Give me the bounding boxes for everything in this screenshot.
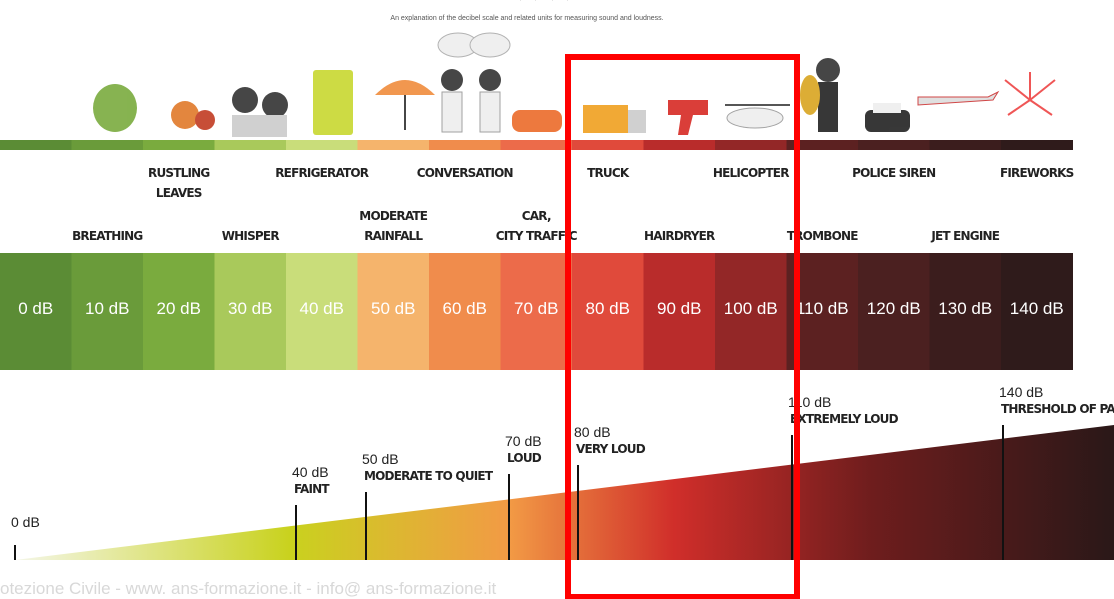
level-label: 0 dB xyxy=(18,299,53,318)
level-label: 70 dB xyxy=(514,299,558,318)
level-label: 130 dB xyxy=(938,299,992,318)
source-label: JET ENGINE xyxy=(930,229,999,243)
level-label: 100 dB xyxy=(724,299,778,318)
threshold-name: VERY LOUD xyxy=(576,442,646,456)
strip-segment xyxy=(501,140,573,150)
level-label: 20 dB xyxy=(157,299,201,318)
threshold-level: 40 dB xyxy=(292,464,329,480)
source-label: RUSTLING xyxy=(148,166,209,180)
infographic: An explanation of the decibel scale and … xyxy=(0,0,1114,599)
strip-segment xyxy=(0,140,72,150)
level-label: 60 dB xyxy=(443,299,487,318)
strip-segment xyxy=(644,140,716,150)
footer: otezione Civile - www. ans-formazione.it… xyxy=(0,579,497,598)
threshold-level: 140 dB xyxy=(999,384,1043,400)
threshold-name: THRESHOLD OF PAIN xyxy=(1001,402,1114,416)
source-label: RAINFALL xyxy=(364,229,423,243)
threshold-level: 0 dB xyxy=(11,514,40,530)
strip-segment xyxy=(930,140,1002,150)
threshold-level: 80 dB xyxy=(574,424,611,440)
strip-segment xyxy=(1001,140,1073,150)
strip-segment xyxy=(358,140,430,150)
source-label: POLICE SIREN xyxy=(852,166,935,180)
source-label: TRUCK xyxy=(587,166,630,180)
threshold-level: 50 dB xyxy=(362,451,399,467)
strip-segment xyxy=(572,140,644,150)
loudness-wedge xyxy=(15,425,1114,560)
strip-segment xyxy=(72,140,144,150)
level-label: 110 dB xyxy=(796,299,849,318)
source-label: FIREWORKS xyxy=(1000,166,1074,180)
strip-segment xyxy=(429,140,501,150)
strip-segment xyxy=(143,140,215,150)
source-label: WHISPER xyxy=(222,229,280,243)
strip-segment xyxy=(286,140,358,150)
source-label: LEAVES xyxy=(156,186,202,200)
strip-segment xyxy=(858,140,930,150)
source-label: BREATHING xyxy=(72,229,142,243)
level-label: 120 dB xyxy=(867,299,921,318)
level-label: 30 dB xyxy=(228,299,272,318)
level-label: 80 dB xyxy=(586,299,630,318)
source-label: REFRIGERATOR xyxy=(275,166,369,180)
threshold-name: LOUD xyxy=(507,451,542,465)
source-label: HAIRDRYER xyxy=(644,229,715,243)
level-label: 50 dB xyxy=(371,299,415,318)
source-label: CAR, xyxy=(522,209,551,223)
threshold-name: MODERATE TO QUIET xyxy=(364,469,494,483)
source-label: HELICOPTER xyxy=(713,166,789,180)
level-label: 140 dB xyxy=(1010,299,1064,318)
strip-segment xyxy=(215,140,287,150)
subtitle: An explanation of the decibel scale and … xyxy=(390,15,663,22)
level-label: 90 dB xyxy=(657,299,701,318)
threshold-name: FAINT xyxy=(294,482,330,496)
level-label: 10 dB xyxy=(85,299,129,318)
level-band: 0 dB 10 dB 20 dB 30 dB 40 dB 50 dB 60 dB 70 dB 8… xyxy=(0,253,1073,370)
threshold-name: EXTREMELY LOUD xyxy=(790,412,899,426)
threshold-level: 70 dB xyxy=(505,433,542,449)
illustrations xyxy=(93,33,1055,137)
source-label: CONVERSATION xyxy=(417,166,513,180)
level-label: 40 dB xyxy=(300,299,344,318)
sources: BREATHING RUSTLING LEAVES WHISPER REFRIGERAT… xyxy=(72,166,1074,243)
strip-segment xyxy=(715,140,787,150)
source-label: MODERATE xyxy=(359,209,427,223)
color-strip xyxy=(0,140,1073,150)
